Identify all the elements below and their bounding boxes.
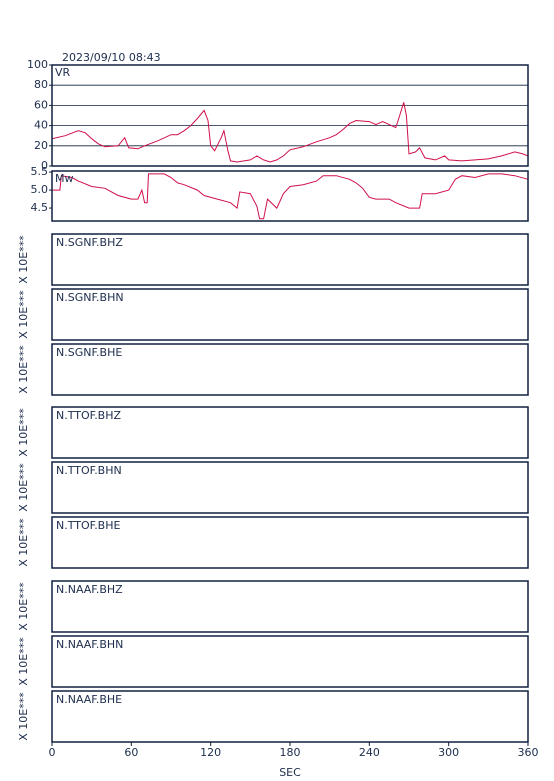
- trace-scale: X 10E***: [17, 692, 30, 741]
- x-tick-label: 180: [280, 746, 301, 759]
- trace-scale: X 10E***: [17, 345, 30, 394]
- data-line: [52, 173, 529, 220]
- trace-label: N.NAAF.BHN: [56, 638, 123, 651]
- trace-label: N.TTOF.BHE: [56, 519, 121, 532]
- y-tick-label: 60: [34, 98, 48, 111]
- data-line: [51, 102, 529, 163]
- panel-title: Mw: [55, 172, 74, 185]
- trace-frame: [51, 635, 529, 688]
- trace-label: N.SGNF.BHN: [56, 291, 124, 304]
- x-tick-label: 60: [124, 746, 138, 759]
- trace-label: N.NAAF.BHE: [56, 693, 122, 706]
- trace-frame: [51, 461, 529, 514]
- trace-label: N.SGNF.BHE: [56, 346, 122, 359]
- trace-scale: X 10E***: [17, 518, 30, 567]
- trace-frame: [51, 406, 529, 459]
- x-tick-label: 240: [359, 746, 380, 759]
- trace-frame: [51, 580, 529, 633]
- y-tick-label: 4.5: [31, 201, 49, 214]
- trace-label: N.TTOF.BHZ: [56, 409, 122, 422]
- y-tick-label: 20: [34, 139, 48, 152]
- trace-scale: X 10E***: [17, 637, 30, 686]
- y-tick-label: 100: [27, 58, 48, 71]
- x-tick-label: 300: [438, 746, 459, 759]
- trace-scale: X 10E***: [17, 463, 30, 512]
- y-tick-label: 0: [41, 159, 48, 172]
- x-axis-label: SEC: [279, 766, 301, 779]
- trace-label: N.SGNF.BHZ: [56, 236, 123, 249]
- trace-scale: X 10E***: [17, 582, 30, 631]
- y-tick-label: 40: [34, 119, 48, 132]
- x-tick-label: 360: [518, 746, 539, 759]
- panel-title: VR: [55, 66, 71, 79]
- trace-scale: X 10E***: [17, 235, 30, 284]
- panel-frame: [51, 64, 529, 167]
- trace-frame: [51, 233, 529, 286]
- trace-frame: [51, 288, 529, 341]
- trace-label: N.NAAF.BHZ: [56, 583, 123, 596]
- trace-frame: [51, 343, 529, 396]
- y-tick-label: 80: [34, 78, 48, 91]
- x-tick-label: 120: [200, 746, 221, 759]
- trace-scale: X 10E***: [17, 290, 30, 339]
- trace-scale: X 10E***: [17, 408, 30, 457]
- y-tick-label: 5.5: [31, 165, 49, 178]
- page-title: 2023/09/10 08:43: [62, 51, 161, 64]
- trace-label: N.TTOF.BHN: [56, 464, 122, 477]
- trace-frame: [51, 690, 529, 743]
- panel-frame: [51, 170, 529, 222]
- x-tick-label: 0: [49, 746, 56, 759]
- y-tick-label: 5.0: [31, 183, 49, 196]
- trace-frame: [51, 516, 529, 569]
